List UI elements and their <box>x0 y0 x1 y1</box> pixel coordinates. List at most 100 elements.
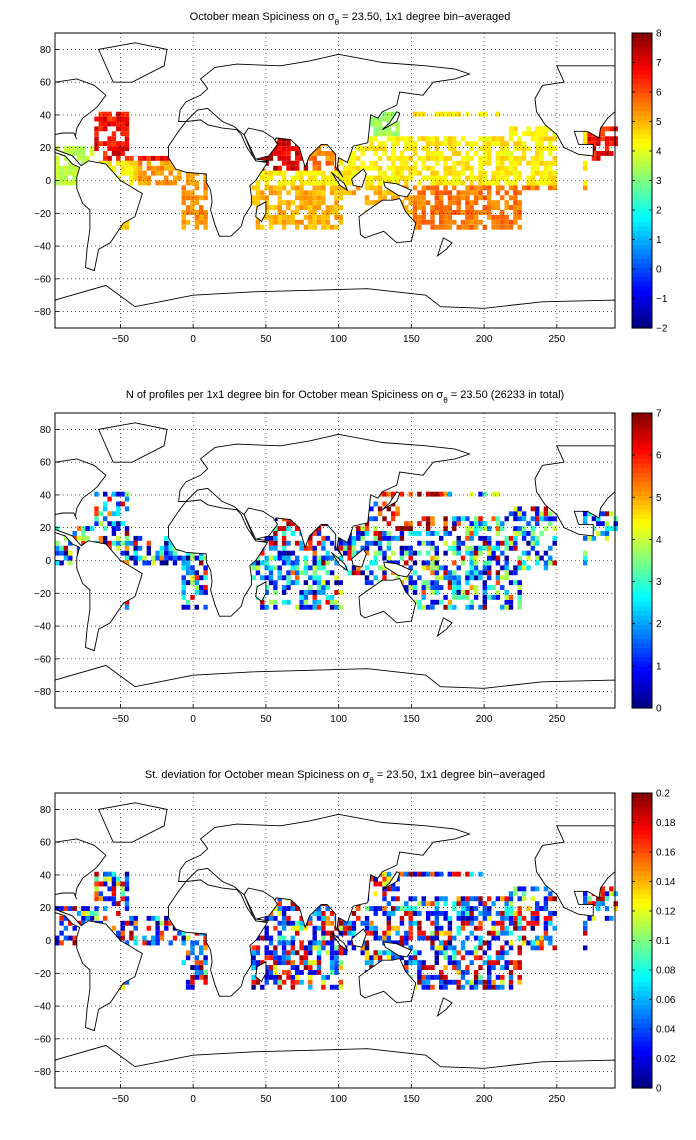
profile-count-cell <box>164 550 169 556</box>
spiciness-cell <box>412 195 418 201</box>
profile-count-cell <box>473 570 479 576</box>
profile-count-cell <box>408 575 413 581</box>
spiciness-cell <box>386 165 391 171</box>
spiciness-cell <box>124 111 130 117</box>
stdev-cell <box>316 911 322 916</box>
colorbar-tick-label: 6 <box>656 451 662 462</box>
colorbar-swatch <box>632 885 652 891</box>
stdev-cell <box>190 979 195 985</box>
spiciness-cell <box>535 151 540 156</box>
profile-count-cell <box>487 575 492 581</box>
colorbar-swatch <box>632 657 652 663</box>
spiciness-cell <box>308 175 313 181</box>
stdev-cell <box>164 915 169 921</box>
spiciness-cell <box>295 224 300 230</box>
spiciness-cell <box>343 175 348 181</box>
colorbar-tick-label: −1 <box>656 294 668 305</box>
map-svg-profile-count: −50 0 50 100 150 200 250806040200−20−40−60−807… <box>34 389 662 725</box>
profile-count-cell <box>133 535 138 541</box>
stdev-cell <box>408 945 413 951</box>
stdev-cell <box>72 940 77 946</box>
profile-count-cell <box>181 575 186 581</box>
land-polygon <box>436 997 453 1018</box>
spiciness-cell <box>583 165 588 171</box>
spiciness-cell <box>508 180 514 186</box>
stdev-cell <box>308 960 313 966</box>
stdev-cell <box>76 911 82 916</box>
profile-count-cell <box>478 521 483 527</box>
stdev-cell <box>373 906 378 911</box>
spiciness-cell <box>325 155 330 161</box>
profile-count-cell <box>482 604 487 610</box>
stdev-cell <box>456 930 461 936</box>
profile-count-cell <box>539 511 544 517</box>
spiciness-cell <box>59 180 64 186</box>
colorbar-tick-label: 7 <box>656 58 662 69</box>
colorbar-swatch <box>632 295 652 301</box>
stdev-cell <box>491 930 496 936</box>
profile-count-cell <box>312 599 317 605</box>
spiciness-cell <box>447 165 453 171</box>
stdev-cell <box>430 935 435 941</box>
profile-count-cell <box>98 511 103 517</box>
spiciness-cell <box>452 151 457 156</box>
profile-count-cell <box>137 535 143 541</box>
stdev-cell <box>299 955 304 961</box>
spiciness-cell <box>185 195 191 201</box>
spiciness-cell <box>434 180 439 186</box>
y-tick-label: 60 <box>40 458 52 469</box>
spiciness-cell <box>491 180 496 186</box>
colorbar-swatch <box>632 935 652 942</box>
stdev-cell <box>473 970 479 975</box>
stdev-cell <box>535 940 540 946</box>
spiciness-cell <box>303 224 309 230</box>
spiciness-cell <box>159 170 165 176</box>
profile-count-cell <box>425 585 431 590</box>
profile-count-cell <box>351 545 357 551</box>
spiciness-cell <box>63 155 69 161</box>
profile-count-cell <box>316 604 322 610</box>
spiciness-cell <box>120 111 125 117</box>
stdev-cell <box>321 974 326 980</box>
profile-count-cell <box>124 535 130 541</box>
colorbar-swatch <box>632 578 652 585</box>
spiciness-cell <box>273 219 278 225</box>
stdev-cell <box>421 974 426 980</box>
profile-count-cell <box>281 555 287 561</box>
stdev-cell <box>164 925 169 931</box>
spiciness-cell <box>543 165 549 171</box>
spiciness-cell <box>404 175 409 181</box>
profile-count-cell <box>377 511 383 517</box>
profile-count-cell <box>116 511 121 517</box>
profile-count-cell <box>535 555 540 561</box>
spiciness-cell <box>295 146 300 151</box>
spiciness-cell <box>129 170 134 176</box>
stdev-cell <box>94 911 99 916</box>
spiciness-cell <box>500 155 505 161</box>
stdev-cell <box>316 915 322 921</box>
profile-count-cell <box>596 521 601 527</box>
spiciness-cell <box>312 175 317 181</box>
colorbar-swatch <box>632 597 652 603</box>
profile-count-cell <box>338 555 343 561</box>
stdev-cell <box>338 945 343 951</box>
profile-count-cell <box>526 550 531 556</box>
spiciness-cell <box>443 175 448 181</box>
profile-count-cell <box>399 526 405 531</box>
profile-count-cell <box>513 580 518 586</box>
x-tick-label: 150 <box>403 334 420 345</box>
stdev-cell <box>434 906 439 911</box>
profile-count-cell <box>430 570 435 576</box>
spiciness-cell <box>129 180 134 186</box>
stdev-cell <box>124 881 130 887</box>
colorbar-tick-label: 1 <box>656 235 662 246</box>
y-tick-label: 20 <box>40 143 52 154</box>
profile-count-cell <box>281 526 287 531</box>
stdev-cell <box>369 955 374 961</box>
profile-count-cell <box>583 521 588 527</box>
stdev-cell <box>408 955 413 961</box>
spiciness-cell <box>465 111 470 117</box>
spiciness-cell <box>487 160 492 166</box>
profile-count-cell <box>517 585 522 590</box>
spiciness-cell <box>268 214 274 220</box>
